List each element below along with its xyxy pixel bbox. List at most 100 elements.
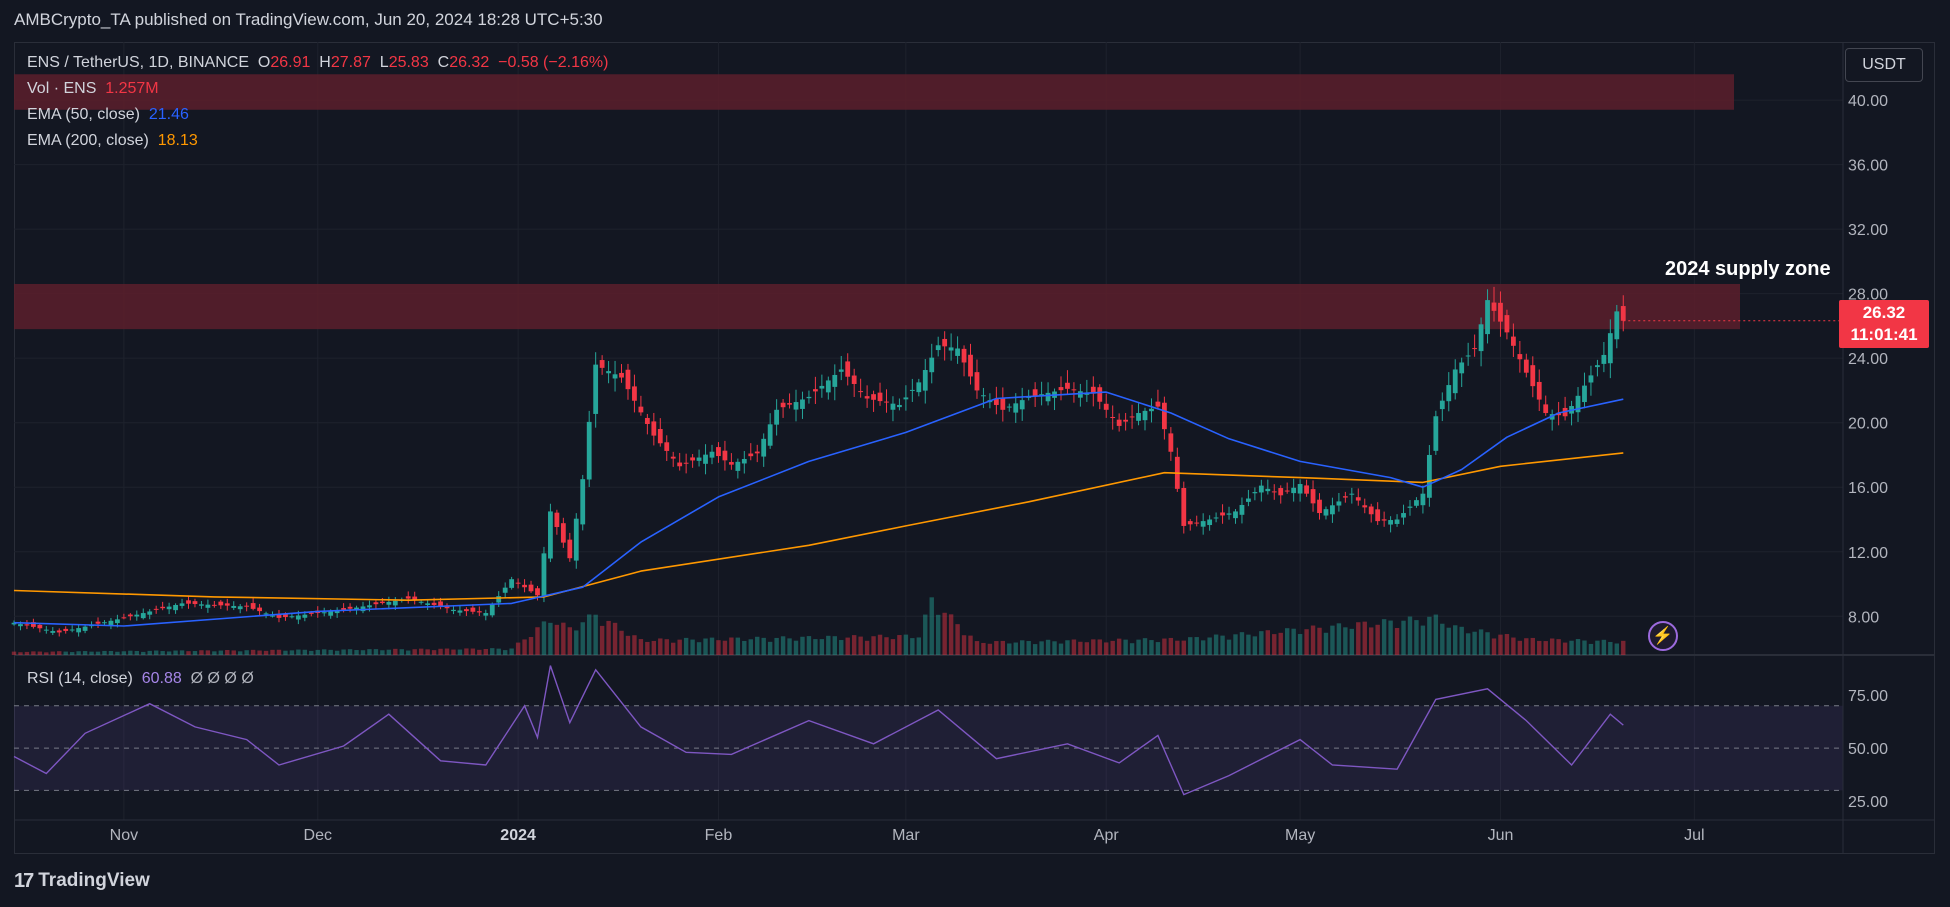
ema200-legend[interactable]: EMA (200, close) 18.13 (27, 131, 198, 151)
volume-bar (483, 649, 488, 655)
volume-bar (858, 636, 863, 655)
candle (1187, 521, 1193, 525)
rsi-legend[interactable]: RSI (14, close) 60.88 Ø Ø Ø Ø (27, 669, 254, 689)
candle (625, 369, 631, 390)
ema50-label: EMA (50, close) (27, 106, 140, 123)
candle (451, 609, 456, 612)
candle (24, 624, 30, 626)
candle (560, 523, 566, 543)
candle (1213, 517, 1219, 519)
candle (1407, 506, 1413, 508)
volume-bar (1543, 641, 1548, 655)
volume-bar (1504, 634, 1510, 655)
candle (289, 616, 295, 618)
volume-bar (541, 621, 547, 655)
ema50-legend[interactable]: EMA (50, close) 21.46 (27, 105, 189, 125)
candle (515, 582, 521, 584)
tradingview-footer[interactable]: 17 TradingView (14, 868, 150, 894)
currency-button[interactable]: USDT (1845, 48, 1923, 82)
candle (147, 611, 153, 615)
volume-bar (24, 651, 30, 655)
volume-bar (328, 649, 333, 655)
volume-bar (929, 597, 934, 655)
supply-zone-annotation: 2024 supply zone (1665, 258, 1831, 280)
volume-bar (1511, 637, 1516, 655)
candle (1071, 389, 1077, 391)
volume-bar (82, 651, 88, 655)
volume-bar (1259, 631, 1264, 655)
candle (787, 403, 792, 405)
volume-bar (334, 650, 340, 655)
volume-bar (1297, 634, 1303, 655)
candle (1607, 333, 1613, 364)
volume-bar (496, 648, 501, 655)
candle (476, 611, 482, 613)
volume-bar (1323, 632, 1329, 655)
candle (224, 603, 230, 606)
volume-bar (1465, 633, 1471, 655)
candle (76, 628, 82, 633)
volume-bar (50, 651, 55, 655)
volume-label: Vol · ENS (27, 80, 97, 97)
candle (1510, 336, 1516, 346)
candle (1284, 490, 1290, 492)
volume-bar (1084, 642, 1090, 655)
volume-bar (1265, 630, 1271, 655)
volume-bar (1537, 640, 1542, 655)
candle (127, 614, 133, 617)
volume-bar (192, 651, 198, 655)
supply-zone-upper (14, 74, 1734, 110)
symbol-name[interactable]: ENS / TetherUS, 1D, BINANCE (27, 54, 249, 71)
volume-bar (1588, 643, 1594, 655)
volume-bar (283, 650, 288, 655)
volume-bar (186, 651, 191, 655)
candle (657, 429, 663, 444)
lightning-icon[interactable]: ⚡ (1648, 621, 1678, 651)
candle (489, 604, 495, 616)
volume-bar (257, 650, 262, 655)
volume-bar (819, 639, 825, 655)
candle (942, 338, 948, 347)
candle (528, 584, 534, 592)
volume-bar (787, 638, 792, 655)
volume-bar (457, 649, 463, 655)
close-label: C (437, 54, 450, 71)
volume-bar (1233, 634, 1238, 655)
volume-bar (877, 634, 883, 655)
candle (845, 361, 851, 377)
volume-bar (69, 652, 75, 655)
volume-bar (774, 637, 779, 655)
price-tick-label: 20.00 (1848, 416, 1888, 433)
volume-bar (1394, 627, 1400, 655)
volume-bar (994, 641, 999, 655)
volume-bar (438, 648, 443, 655)
volume-bar (315, 649, 320, 655)
candle (1226, 513, 1232, 515)
volume-bar (1207, 637, 1212, 655)
volume-bar (1608, 641, 1613, 655)
rsi-tick-label: 25.00 (1848, 794, 1888, 811)
volume-bar (696, 642, 702, 655)
candle (1414, 500, 1419, 506)
chart-frame (14, 42, 1935, 854)
candle (1103, 403, 1109, 410)
volume-bar (528, 637, 534, 655)
candle (1233, 511, 1238, 519)
volume-bar (1433, 614, 1439, 655)
candle (334, 610, 340, 614)
volume-bar (1226, 639, 1232, 655)
candle (1297, 484, 1303, 494)
volume-bar (1194, 637, 1199, 655)
volume-legend[interactable]: Vol · ENS 1.257M (27, 79, 159, 99)
candle (1401, 513, 1406, 518)
candle (373, 602, 379, 605)
candle (819, 385, 825, 389)
volume-bar (612, 622, 618, 655)
volume-bar (832, 636, 837, 655)
volume-bar (31, 651, 36, 655)
volume-bar (1252, 636, 1258, 655)
volume-bar (632, 635, 637, 655)
volume-bar (690, 639, 695, 655)
volume-bar (683, 637, 689, 655)
